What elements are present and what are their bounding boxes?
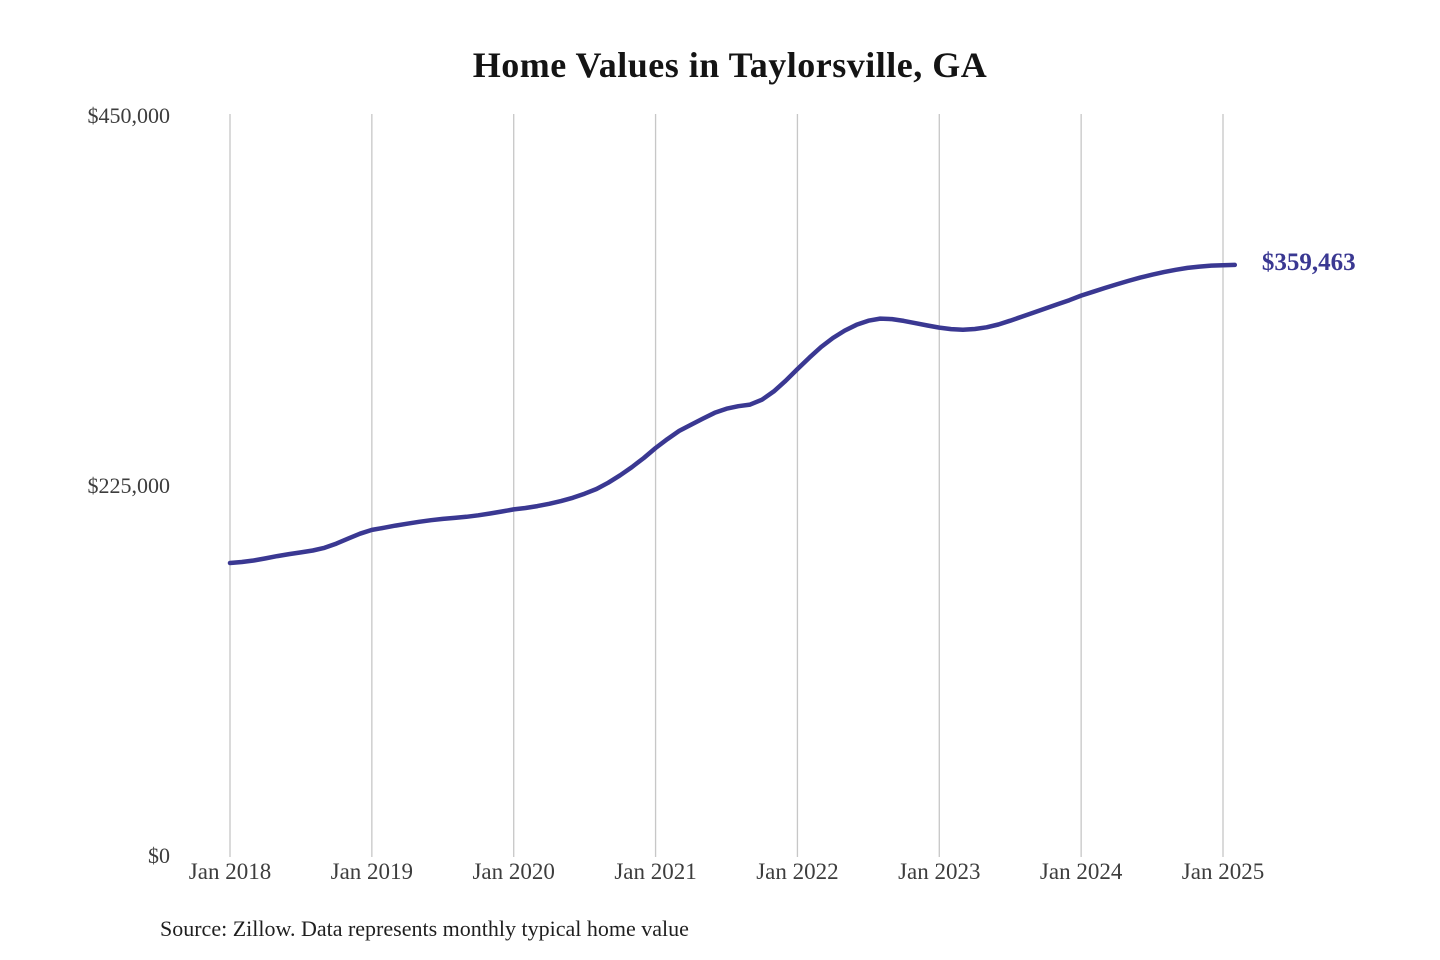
chart-title: Home Values in Taylorsville, GA	[472, 45, 988, 85]
x-axis-label: Jan 2024	[1039, 859, 1123, 884]
y-axis-label: $225,000	[87, 473, 171, 498]
x-axis-label: Jan 2023	[898, 859, 981, 884]
x-axis-label: Jan 2022	[756, 859, 839, 884]
gridlines	[229, 114, 1224, 857]
y-axis-label: $450,000	[87, 103, 171, 128]
latest-value-label: $359,463	[1261, 248, 1356, 276]
home-value-line	[227, 262, 1238, 566]
x-axis-label: Jan 2018	[188, 859, 272, 884]
y-axis-label: $0	[148, 843, 170, 868]
source-note: Source: Zillow. Data represents monthly …	[160, 916, 689, 941]
x-axis-label: Jan 2025	[1181, 859, 1265, 884]
x-axis-label: Jan 2020	[472, 859, 555, 884]
x-axis-label: Jan 2019	[330, 859, 414, 884]
x-axis-label: Jan 2021	[614, 859, 697, 884]
